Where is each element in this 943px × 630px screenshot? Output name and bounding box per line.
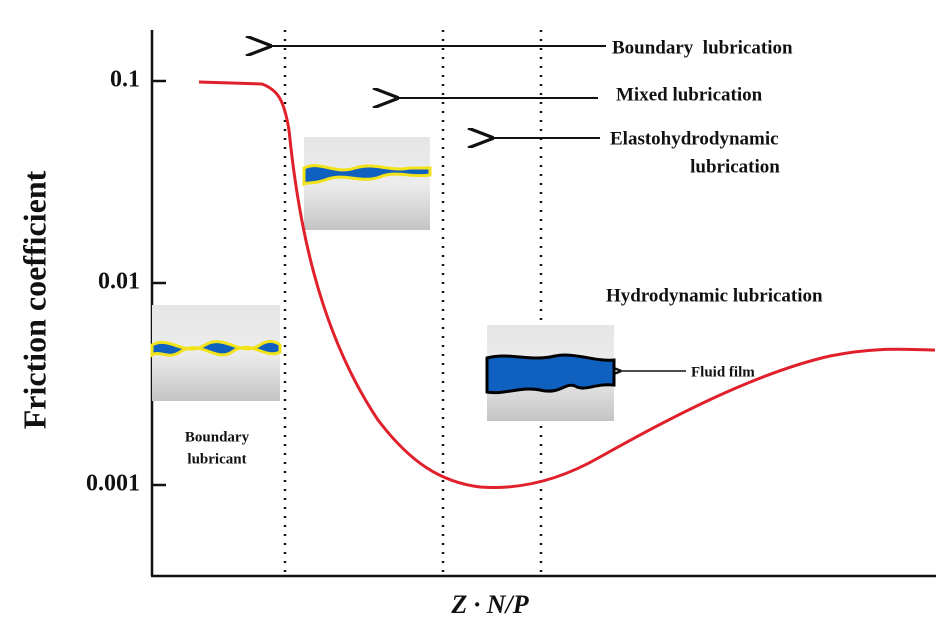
y-axis-label: Friction coefficient [16,170,52,429]
inset-hydrodynamic [487,325,614,421]
chart: Boundary lubrication Mixed lubrication E… [0,0,943,630]
x-axis-label: Z · N/P [450,590,529,619]
regime-label: lubrication [690,156,780,177]
regime-label: Mixed lubrication [616,84,763,105]
annotation: Fluid film [691,364,755,380]
inset-mixed [304,137,430,230]
regime-label: Boundary lubrication [612,37,793,58]
annotation: Boundary [185,429,250,445]
annotation: lubricant [187,451,246,467]
y-tick-label: 0.1 [110,67,140,93]
regime-label: Hydrodynamic lubrication [606,285,823,306]
inset-boundary [152,305,280,401]
y-tick-label: 0.001 [86,471,140,497]
regime-label: Elastohydrodynamic [610,128,779,149]
y-tick-label: 0.01 [98,269,140,295]
page: {"y_axis": {"label": "Friction coefficie… [0,0,943,630]
